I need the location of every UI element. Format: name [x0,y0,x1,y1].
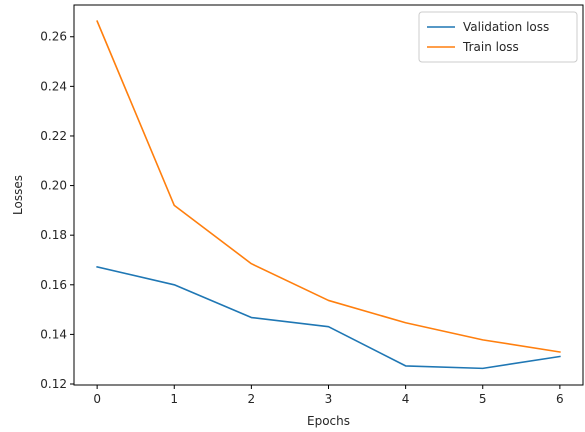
series-lines [96,20,561,370]
y-axis-label: Losses [11,175,25,215]
y-tick-label: 0.22 [40,129,67,143]
y-tick-label: 0.26 [40,30,67,44]
y-tick-label: 0.14 [40,327,67,341]
x-axis-label: Epochs [307,414,350,428]
x-tick-label: 3 [325,392,333,406]
legend-label: Train loss [462,40,519,54]
x-tick-label: 6 [556,392,564,406]
legend-label: Validation loss [463,20,549,34]
series-line-validation-loss [96,265,561,370]
y-tick-label: 0.24 [40,79,67,93]
x-tick-label: 5 [479,392,487,406]
x-tick-label: 0 [93,392,101,406]
x-axis: 0 1 2 3 4 5 6 [93,385,564,406]
y-tick-label: 0.20 [40,179,67,193]
x-tick-label: 4 [402,392,410,406]
x-tick-label: 2 [248,392,256,406]
y-tick-label: 0.16 [40,278,67,292]
x-tick-label: 1 [170,392,178,406]
legend: Validation loss Train loss [418,11,578,63]
legend-box [418,11,578,63]
series-line-train-loss [96,20,561,353]
y-tick-label: 0.18 [40,228,67,242]
y-tick-label: 0.12 [40,377,67,391]
y-axis: 0.12 0.14 0.16 0.18 0.20 0.22 0.24 0.26 [40,30,74,391]
